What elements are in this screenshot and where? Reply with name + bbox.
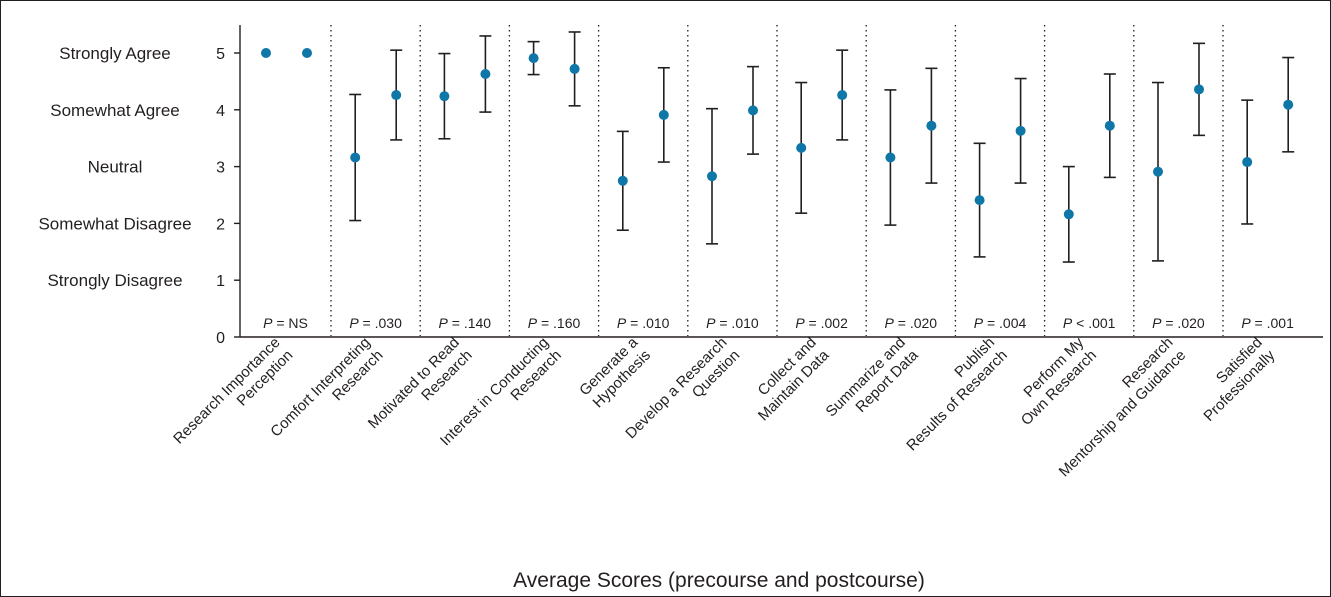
likert-label: Somewhat Disagree <box>38 214 191 233</box>
p-value-label: P = .001 <box>1241 315 1294 331</box>
p-value-label: P = .030 <box>349 315 402 331</box>
p-value-label: P = NS <box>263 315 308 331</box>
pre-mean-marker <box>796 142 807 153</box>
post-mean-marker <box>391 90 402 101</box>
post-mean-marker <box>926 120 937 131</box>
p-value-label: P = .010 <box>706 315 759 331</box>
y-tick-label: 1 <box>216 273 225 290</box>
y-tick-label: 3 <box>216 160 225 177</box>
p-value-label: P < .001 <box>1063 315 1116 331</box>
y-tick-label: 2 <box>216 216 225 233</box>
post-mean-marker <box>658 109 669 120</box>
p-value-label: P = .010 <box>617 315 670 331</box>
pre-mean-marker <box>1063 209 1074 220</box>
y-tick-label: 0 <box>216 330 225 347</box>
post-mean-marker <box>1194 84 1204 95</box>
pre-mean-marker <box>885 152 896 163</box>
likert-labels: Strongly Agree Somewhat Agree Neutral Somew… <box>38 44 191 290</box>
y-tick-label: 5 <box>216 46 225 63</box>
likert-label: Strongly Disagree <box>47 271 182 290</box>
p-values: P = NS P = .030 P = .140 P = .160 P = .010 P … <box>263 315 1294 331</box>
p-value-label: P = .020 <box>1152 315 1205 331</box>
p-value-label: P = .020 <box>885 315 938 331</box>
post-mean-marker <box>1104 120 1115 131</box>
likert-label: Somewhat Agree <box>50 101 179 120</box>
y-axis-labels: 0 1 2 3 4 5 <box>216 46 225 347</box>
post-mean-marker <box>569 63 580 74</box>
pre-mean-marker <box>439 91 450 102</box>
likert-label: Strongly Agree <box>59 44 171 63</box>
y-tick-label: 4 <box>216 103 225 120</box>
likert-label: Neutral <box>88 158 143 177</box>
pre-mean-marker <box>617 175 628 186</box>
p-value-label: P = .002 <box>795 315 848 331</box>
pre-mean-marker <box>974 195 985 206</box>
x-axis-title: Average Scores (precourse and postcourse… <box>513 569 925 592</box>
post-mean-marker <box>1283 99 1294 110</box>
axes <box>234 25 1323 338</box>
post-mean-marker <box>748 105 758 116</box>
group-separators <box>330 25 1224 336</box>
data-series <box>261 31 1295 263</box>
post-mean-marker <box>837 90 848 101</box>
p-value-label: P = .004 <box>974 315 1027 331</box>
pre-mean-marker <box>261 48 271 58</box>
p-value-label: P = .160 <box>528 315 581 331</box>
p-value-label: P = .140 <box>439 315 492 331</box>
pre-mean-marker <box>1242 157 1253 168</box>
post-mean-marker <box>1015 125 1026 136</box>
post-mean-marker <box>302 48 312 58</box>
pre-mean-marker <box>707 171 717 182</box>
pre-mean-marker <box>1153 166 1163 177</box>
pre-mean-marker <box>528 53 539 64</box>
post-mean-marker <box>480 69 491 80</box>
pre-mean-marker <box>350 152 361 163</box>
